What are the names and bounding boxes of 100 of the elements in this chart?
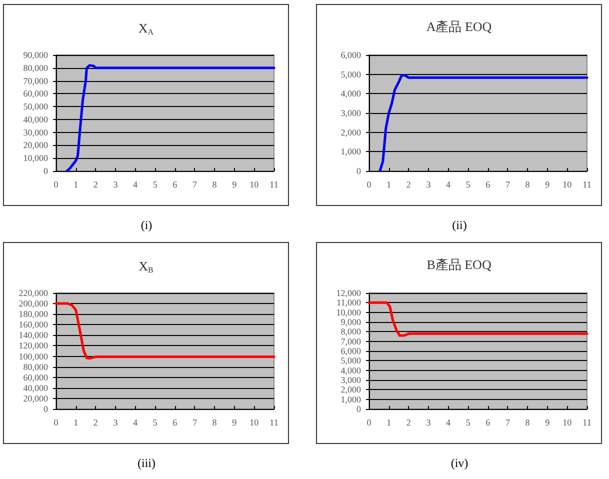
x-tick-label: 5 bbox=[466, 180, 471, 190]
y-tick-label: 3,000 bbox=[340, 375, 362, 385]
x-tick-label: 8 bbox=[525, 418, 530, 428]
x-tick-label: 10 bbox=[250, 180, 260, 190]
y-tick-label: 7,000 bbox=[340, 336, 362, 346]
y-tick-label: 2,000 bbox=[340, 127, 362, 138]
text: (ii) bbox=[451, 218, 468, 233]
x-tick-label: 8 bbox=[525, 180, 530, 190]
y-tick-label: 3,000 bbox=[340, 108, 362, 118]
x-tick-label: 6 bbox=[486, 418, 491, 428]
y-tick-label: 200,000 bbox=[18, 298, 48, 309]
x-tick-label: 3 bbox=[426, 418, 432, 428]
y-tick-label: 6,000 bbox=[340, 346, 362, 356]
line-series bbox=[54, 302, 276, 360]
x-tick-label: 7 bbox=[192, 180, 198, 190]
text: (iv) bbox=[450, 456, 470, 471]
y-tick-label: 6,000 bbox=[340, 50, 362, 60]
y-tick-label: 1,000 bbox=[340, 394, 362, 404]
y-tick-label: 60,000 bbox=[23, 372, 48, 382]
x-tick-label: 1 bbox=[74, 180, 78, 190]
x-tick-label: 5 bbox=[152, 418, 158, 428]
x-tick-label: 1 bbox=[386, 180, 392, 190]
y-tick-label: 8,000 bbox=[340, 326, 362, 337]
line-series bbox=[378, 74, 588, 172]
y-tick-label: 60,000 bbox=[23, 88, 48, 99]
x-tick-label: 6 bbox=[486, 180, 491, 190]
x-tick-label: 4 bbox=[446, 418, 452, 428]
x-tick-label: 9 bbox=[232, 418, 238, 428]
y-tick-label: 11,000 bbox=[336, 298, 362, 308]
x-tick-label: 1 bbox=[386, 418, 392, 428]
y-tick-label: 40,000 bbox=[23, 114, 48, 124]
y-tick-label: 50,000 bbox=[23, 102, 48, 112]
y-tick-label: 5,000 bbox=[340, 69, 362, 80]
y-tick-label: 0 bbox=[356, 404, 362, 414]
y-tick-label: 2,000 bbox=[340, 384, 362, 395]
x-tick-label: 9 bbox=[232, 180, 238, 190]
x-tick-label: 10 bbox=[562, 418, 572, 428]
y-tick-label: 80,000 bbox=[23, 62, 48, 73]
y-tick-label: 1,000 bbox=[340, 146, 362, 157]
text: (i) bbox=[140, 218, 154, 233]
y-tick-label: 10,000 bbox=[23, 153, 48, 164]
y-tick-label: 220,000 bbox=[18, 288, 48, 298]
x-tick-label: 9 bbox=[545, 418, 550, 428]
x-tick-label: 11 bbox=[270, 180, 278, 190]
y-tick-label: 40,000 bbox=[23, 382, 48, 393]
y-tick-label: 10,000 bbox=[336, 307, 362, 318]
x-tick-label: 8 bbox=[212, 418, 218, 428]
y-tick-label: 4,000 bbox=[340, 365, 362, 376]
y-tick-label: 4,000 bbox=[340, 88, 362, 99]
y-tick-label: 20,000 bbox=[23, 140, 48, 150]
x-tick-label: 3 bbox=[113, 180, 118, 190]
chart-title: B產品 EOQ bbox=[426, 257, 492, 272]
x-tick-label: 0 bbox=[54, 418, 59, 428]
y-tick-label: 12,000 bbox=[336, 288, 362, 298]
x-tick-label: 3 bbox=[426, 180, 432, 190]
y-tick-label: 0 bbox=[44, 404, 48, 414]
x-tick-label: 2 bbox=[406, 418, 411, 428]
y-tick-label: 80,000 bbox=[23, 362, 48, 372]
y-tick-label: 0 bbox=[44, 166, 48, 176]
y-tick-label: 160,000 bbox=[18, 320, 48, 330]
x-tick-label: 8 bbox=[212, 180, 218, 190]
x-tick-label: 2 bbox=[406, 180, 411, 190]
y-tick-label: 30,000 bbox=[23, 127, 48, 138]
y-tick-label: 5,000 bbox=[340, 356, 362, 366]
y-tick-label: 70,000 bbox=[23, 76, 48, 86]
x-tick-label: 2 bbox=[93, 180, 98, 190]
x-tick-label: 6 bbox=[172, 180, 178, 190]
x-tick-label: 4 bbox=[446, 180, 452, 190]
y-tick-label: 90,000 bbox=[23, 50, 48, 60]
x-tick-label: 9 bbox=[545, 180, 550, 190]
x-tick-label: 11 bbox=[270, 418, 278, 428]
y-tick-label: 9,000 bbox=[340, 317, 362, 327]
x-tick-label: 11 bbox=[582, 418, 592, 428]
x-tick-label: 5 bbox=[152, 180, 158, 190]
x-tick-label: 7 bbox=[505, 180, 510, 190]
x-tick-label: 0 bbox=[366, 418, 372, 428]
x-tick-label: 4 bbox=[133, 180, 138, 190]
y-tick-label: 180,000 bbox=[18, 309, 48, 320]
x-tick-label: 6 bbox=[172, 418, 178, 428]
x-tick-label: 10 bbox=[562, 180, 572, 190]
text: (iii) bbox=[136, 456, 156, 471]
x-tick-label: 1 bbox=[74, 418, 78, 428]
x-tick-label: 3 bbox=[113, 418, 118, 428]
x-tick-label: 0 bbox=[366, 180, 372, 190]
y-tick-label: 0 bbox=[356, 166, 362, 176]
x-tick-label: 4 bbox=[133, 418, 138, 428]
line-series bbox=[66, 64, 276, 172]
line-series bbox=[368, 301, 588, 337]
x-tick-label: 7 bbox=[505, 418, 510, 428]
x-tick-label: 11 bbox=[582, 180, 592, 190]
x-tick-label: 5 bbox=[466, 418, 471, 428]
y-tick-label: 20,000 bbox=[23, 393, 48, 404]
x-tick-label: 7 bbox=[192, 418, 198, 428]
chart-title: A產品 EOQ bbox=[426, 19, 492, 34]
x-tick-label: 2 bbox=[93, 418, 98, 428]
y-tick-label: 100,000 bbox=[18, 351, 48, 362]
x-tick-label: 0 bbox=[54, 180, 59, 190]
y-tick-label: 120,000 bbox=[18, 340, 48, 351]
x-tick-label: 10 bbox=[250, 418, 260, 428]
y-tick-label: 140,000 bbox=[18, 330, 48, 340]
